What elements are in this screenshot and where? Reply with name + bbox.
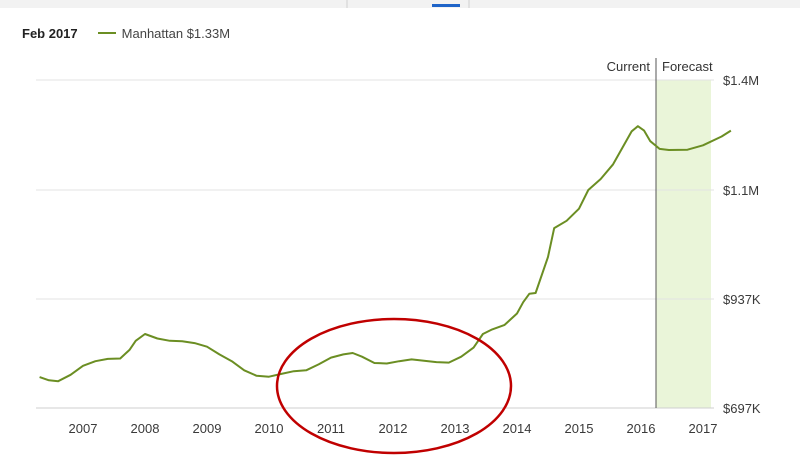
x-tick-label: 2012 (379, 421, 408, 436)
x-tick-label: 2017 (689, 421, 718, 436)
y-tick-label: $1.1M (723, 183, 759, 198)
chart-legend: Feb 2017 Manhattan $1.33M (22, 24, 230, 42)
tab-divider (346, 0, 348, 8)
series-line-manhattan[interactable] (39, 125, 732, 383)
top-tab-strip (0, 0, 800, 8)
x-tick-label: 2015 (565, 421, 594, 436)
active-tab-indicator[interactable] (432, 4, 460, 7)
legend-line-swatch (97, 32, 116, 34)
y-tick-label: $697K (723, 401, 761, 416)
gridlines (36, 79, 714, 409)
current-label: Current (607, 59, 651, 74)
tab-divider (468, 0, 470, 8)
legend-date: Feb 2017 (22, 25, 78, 41)
x-tick-label: 2011 (317, 421, 345, 436)
legend-series-label: Manhattan $1.33M (121, 25, 231, 41)
y-tick-label: $937K (723, 292, 761, 307)
forecast-label: Forecast (662, 59, 713, 74)
x-tick-label: 2014 (503, 421, 532, 436)
y-tick-label: $1.4M (723, 73, 759, 88)
forecast-region (656, 80, 711, 408)
x-tick-label: 2016 (627, 421, 656, 436)
y-axis-ticks: $1.4M $1.1M $937K $697K (723, 73, 761, 416)
annotation-circle (275, 317, 513, 455)
x-tick-label: 2007 (69, 421, 98, 436)
x-axis-ticks: 2007 2008 2009 2010 2011 2012 2013 2014 2015 2016… (69, 421, 718, 436)
x-tick-label: 2009 (193, 421, 222, 436)
x-tick-label: 2013 (441, 421, 470, 436)
x-tick-label: 2008 (131, 421, 160, 436)
x-tick-label: 2010 (255, 421, 284, 436)
